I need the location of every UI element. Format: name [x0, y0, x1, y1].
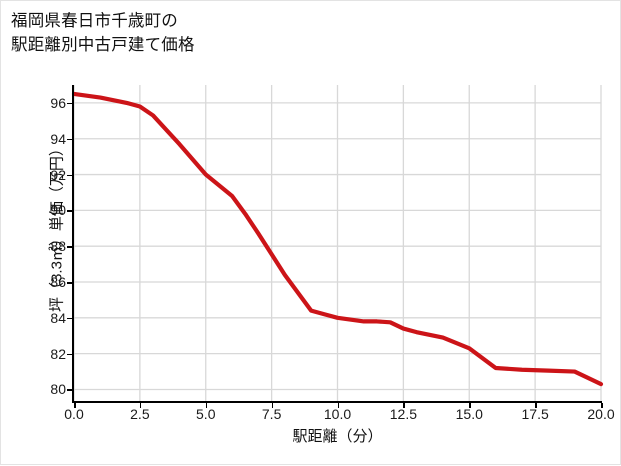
- y-tick-mark: [67, 353, 72, 356]
- x-tick-label: 2.5: [130, 406, 150, 422]
- y-tick-label: 88: [50, 238, 66, 255]
- y-axis-spine: [72, 85, 74, 403]
- y-tick-mark: [67, 389, 72, 391]
- x-tick-label: 5.0: [196, 406, 216, 422]
- x-tick-mark: [601, 403, 603, 408]
- x-tick-mark: [205, 403, 208, 408]
- y-tick-label: 84: [50, 309, 66, 326]
- y-tick-mark: [67, 317, 72, 320]
- y-tick-mark: [67, 174, 72, 177]
- y-tick-mark: [67, 246, 72, 248]
- y-tick-label: 80: [50, 381, 66, 398]
- data-line: [71, 91, 604, 387]
- chart-title: 福岡県春日市千歳町の 駅距離別中古戸建て価格: [11, 12, 195, 54]
- x-tick-mark: [535, 403, 537, 408]
- y-tick-label: 82: [50, 345, 66, 362]
- y-tick-label: 94: [50, 130, 66, 147]
- x-tick-mark: [337, 403, 339, 408]
- y-tick-label: 90: [50, 202, 66, 219]
- x-axis-spine: [72, 401, 602, 403]
- x-tick-mark: [271, 403, 274, 408]
- x-tick-label: 0.0: [64, 406, 84, 422]
- x-tick-mark: [74, 403, 76, 408]
- x-tick-mark: [139, 403, 142, 408]
- y-tick-label: 86: [50, 274, 66, 290]
- plot-area: [71, 85, 604, 402]
- y-tick-label: 92: [50, 166, 66, 183]
- y-axis-tick-labels: 80 82 84 86 88 90 92 94 96: [32, 1, 66, 466]
- x-tick-label: 7.5: [261, 406, 282, 422]
- x-tick-label: 17.5: [521, 406, 549, 422]
- y-axis-title: 坪（3.3㎡）単価（万円）: [48, 141, 66, 312]
- data-line-series: [71, 91, 604, 387]
- y-tick-mark: [67, 102, 72, 105]
- y-tick-mark: [67, 282, 72, 284]
- x-tick-label: 20.0: [587, 406, 615, 422]
- x-tick-label: 10.0: [323, 406, 352, 422]
- x-tick-label: 15.0: [455, 406, 483, 422]
- x-tick-label: 12.5: [389, 406, 417, 422]
- y-tick-mark: [67, 210, 72, 212]
- x-axis-title: 駅距離（分）: [292, 428, 383, 445]
- y-tick-label: 96: [50, 94, 66, 111]
- x-tick-mark: [403, 403, 405, 408]
- y-tick-mark: [67, 138, 72, 141]
- x-tick-mark: [469, 403, 471, 408]
